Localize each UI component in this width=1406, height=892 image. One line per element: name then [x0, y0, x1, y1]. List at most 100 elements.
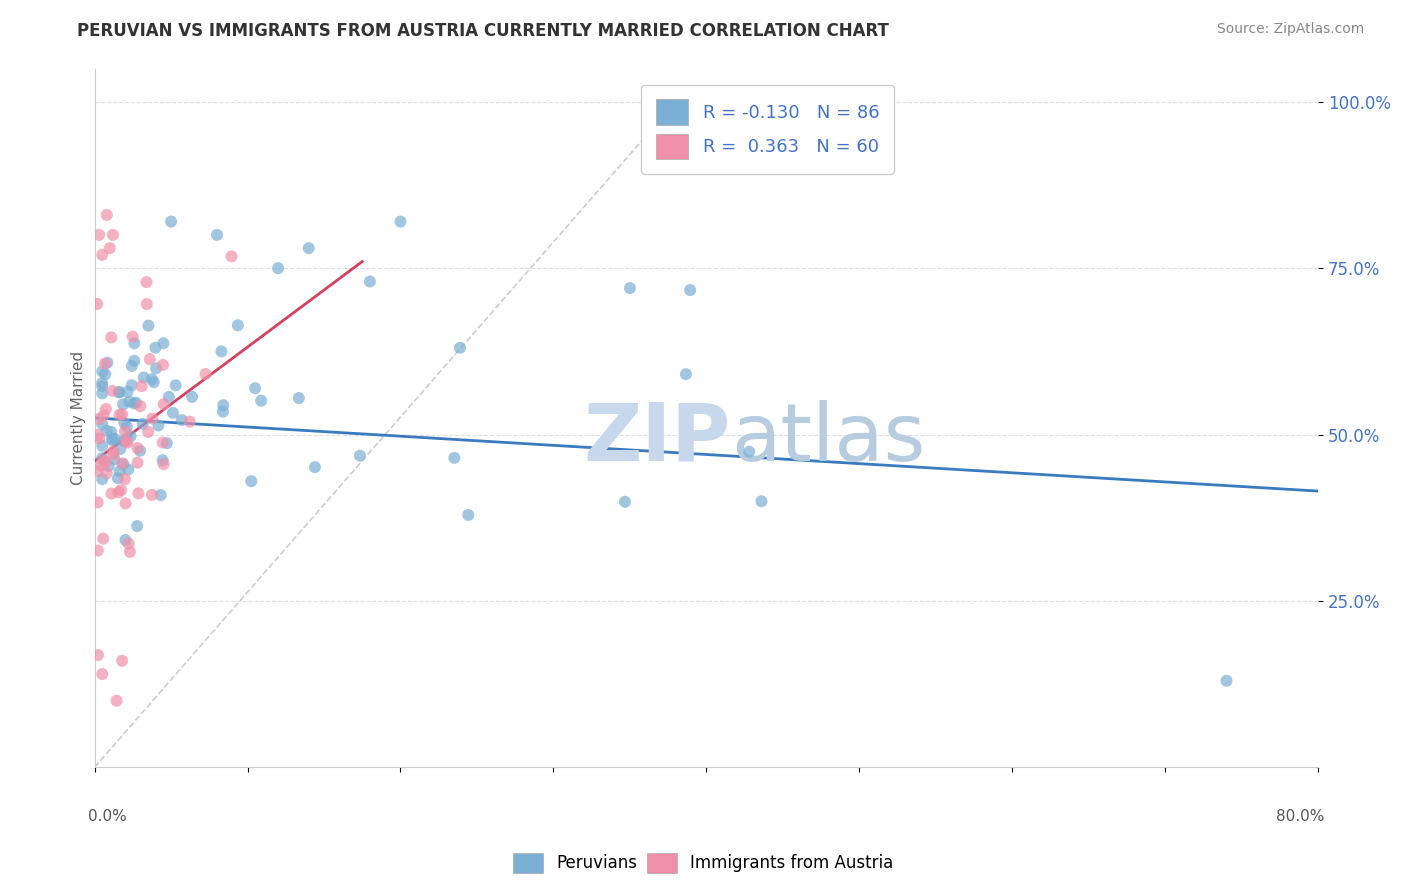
Point: [152, 453, 174, 467]
Point: [91, 379, 114, 393]
Point: [121, 378, 143, 392]
Point: [751, 494, 773, 508]
Point: [131, 379, 153, 393]
Point: [221, 249, 243, 263]
Point: [141, 372, 163, 386]
Point: [129, 399, 152, 413]
Point: [112, 397, 135, 411]
Point: [89, 227, 111, 242]
Point: [98, 241, 121, 255]
Point: [135, 297, 157, 311]
Point: [127, 486, 149, 500]
Point: [101, 227, 124, 242]
Point: [87, 543, 110, 558]
Point: [152, 457, 174, 471]
Point: [124, 336, 146, 351]
Point: [91, 453, 114, 467]
Point: [108, 385, 131, 400]
Point: [110, 442, 132, 456]
Point: [90, 458, 112, 473]
Point: [94, 368, 117, 382]
Point: [145, 361, 167, 376]
Point: [205, 227, 228, 242]
Point: [107, 471, 129, 485]
Point: [120, 429, 142, 443]
Point: [91, 667, 114, 681]
Point: [101, 432, 124, 446]
Point: [250, 393, 273, 408]
Point: [91, 451, 114, 466]
Point: [115, 431, 138, 445]
Text: ZIP: ZIP: [583, 400, 731, 478]
Point: [149, 488, 172, 502]
Point: [104, 432, 127, 446]
Point: [449, 341, 471, 355]
Point: [212, 398, 235, 412]
Point: [170, 413, 193, 427]
Point: [108, 464, 131, 478]
Point: [100, 330, 122, 344]
Point: [162, 406, 184, 420]
Point: [148, 418, 170, 433]
Point: [142, 375, 165, 389]
Point: [359, 275, 381, 289]
Point: [121, 359, 143, 373]
Point: [96, 356, 118, 370]
Point: [101, 433, 124, 447]
Point: [103, 452, 125, 467]
Point: [209, 344, 232, 359]
Legend: R = -0.130   N = 86, R =  0.363   N = 60: R = -0.130 N = 86, R = 0.363 N = 60: [641, 85, 894, 174]
Point: [179, 415, 201, 429]
Point: [122, 396, 145, 410]
Point: [91, 532, 114, 546]
Point: [679, 283, 702, 297]
Point: [94, 357, 117, 371]
Point: [115, 420, 138, 434]
Point: [114, 472, 136, 486]
Point: [94, 402, 117, 417]
Point: [103, 444, 125, 458]
Point: [112, 457, 135, 471]
Point: [267, 261, 290, 276]
Point: [152, 358, 174, 372]
Point: [125, 395, 148, 409]
Legend: Peruvians, Immigrants from Austria: Peruvians, Immigrants from Austria: [506, 847, 900, 880]
Point: [108, 385, 131, 400]
Point: [118, 536, 141, 550]
Point: [105, 694, 128, 708]
Point: [86, 297, 108, 311]
Point: [114, 425, 136, 439]
Point: [118, 545, 141, 559]
Point: [152, 336, 174, 351]
Point: [111, 407, 134, 421]
Point: [91, 472, 114, 486]
Point: [135, 275, 157, 289]
Point: [110, 483, 132, 498]
Point: [86, 464, 108, 478]
Point: [115, 434, 138, 449]
Point: [240, 474, 263, 488]
Point: [91, 386, 114, 401]
Point: [103, 448, 125, 462]
Point: [157, 390, 180, 404]
Point: [94, 455, 117, 469]
Point: [194, 367, 217, 381]
Point: [613, 495, 636, 509]
Point: [86, 495, 108, 509]
Point: [86, 428, 108, 442]
Point: [114, 533, 136, 547]
Point: [152, 397, 174, 411]
Point: [152, 435, 174, 450]
Point: [91, 248, 114, 262]
Point: [96, 424, 118, 438]
Point: [108, 408, 131, 422]
Point: [675, 367, 697, 381]
Point: [100, 486, 122, 500]
Point: [127, 456, 149, 470]
Point: [457, 508, 479, 522]
Point: [121, 329, 143, 343]
Point: [114, 496, 136, 510]
Point: [443, 450, 465, 465]
Point: [131, 417, 153, 431]
Point: [139, 352, 162, 367]
